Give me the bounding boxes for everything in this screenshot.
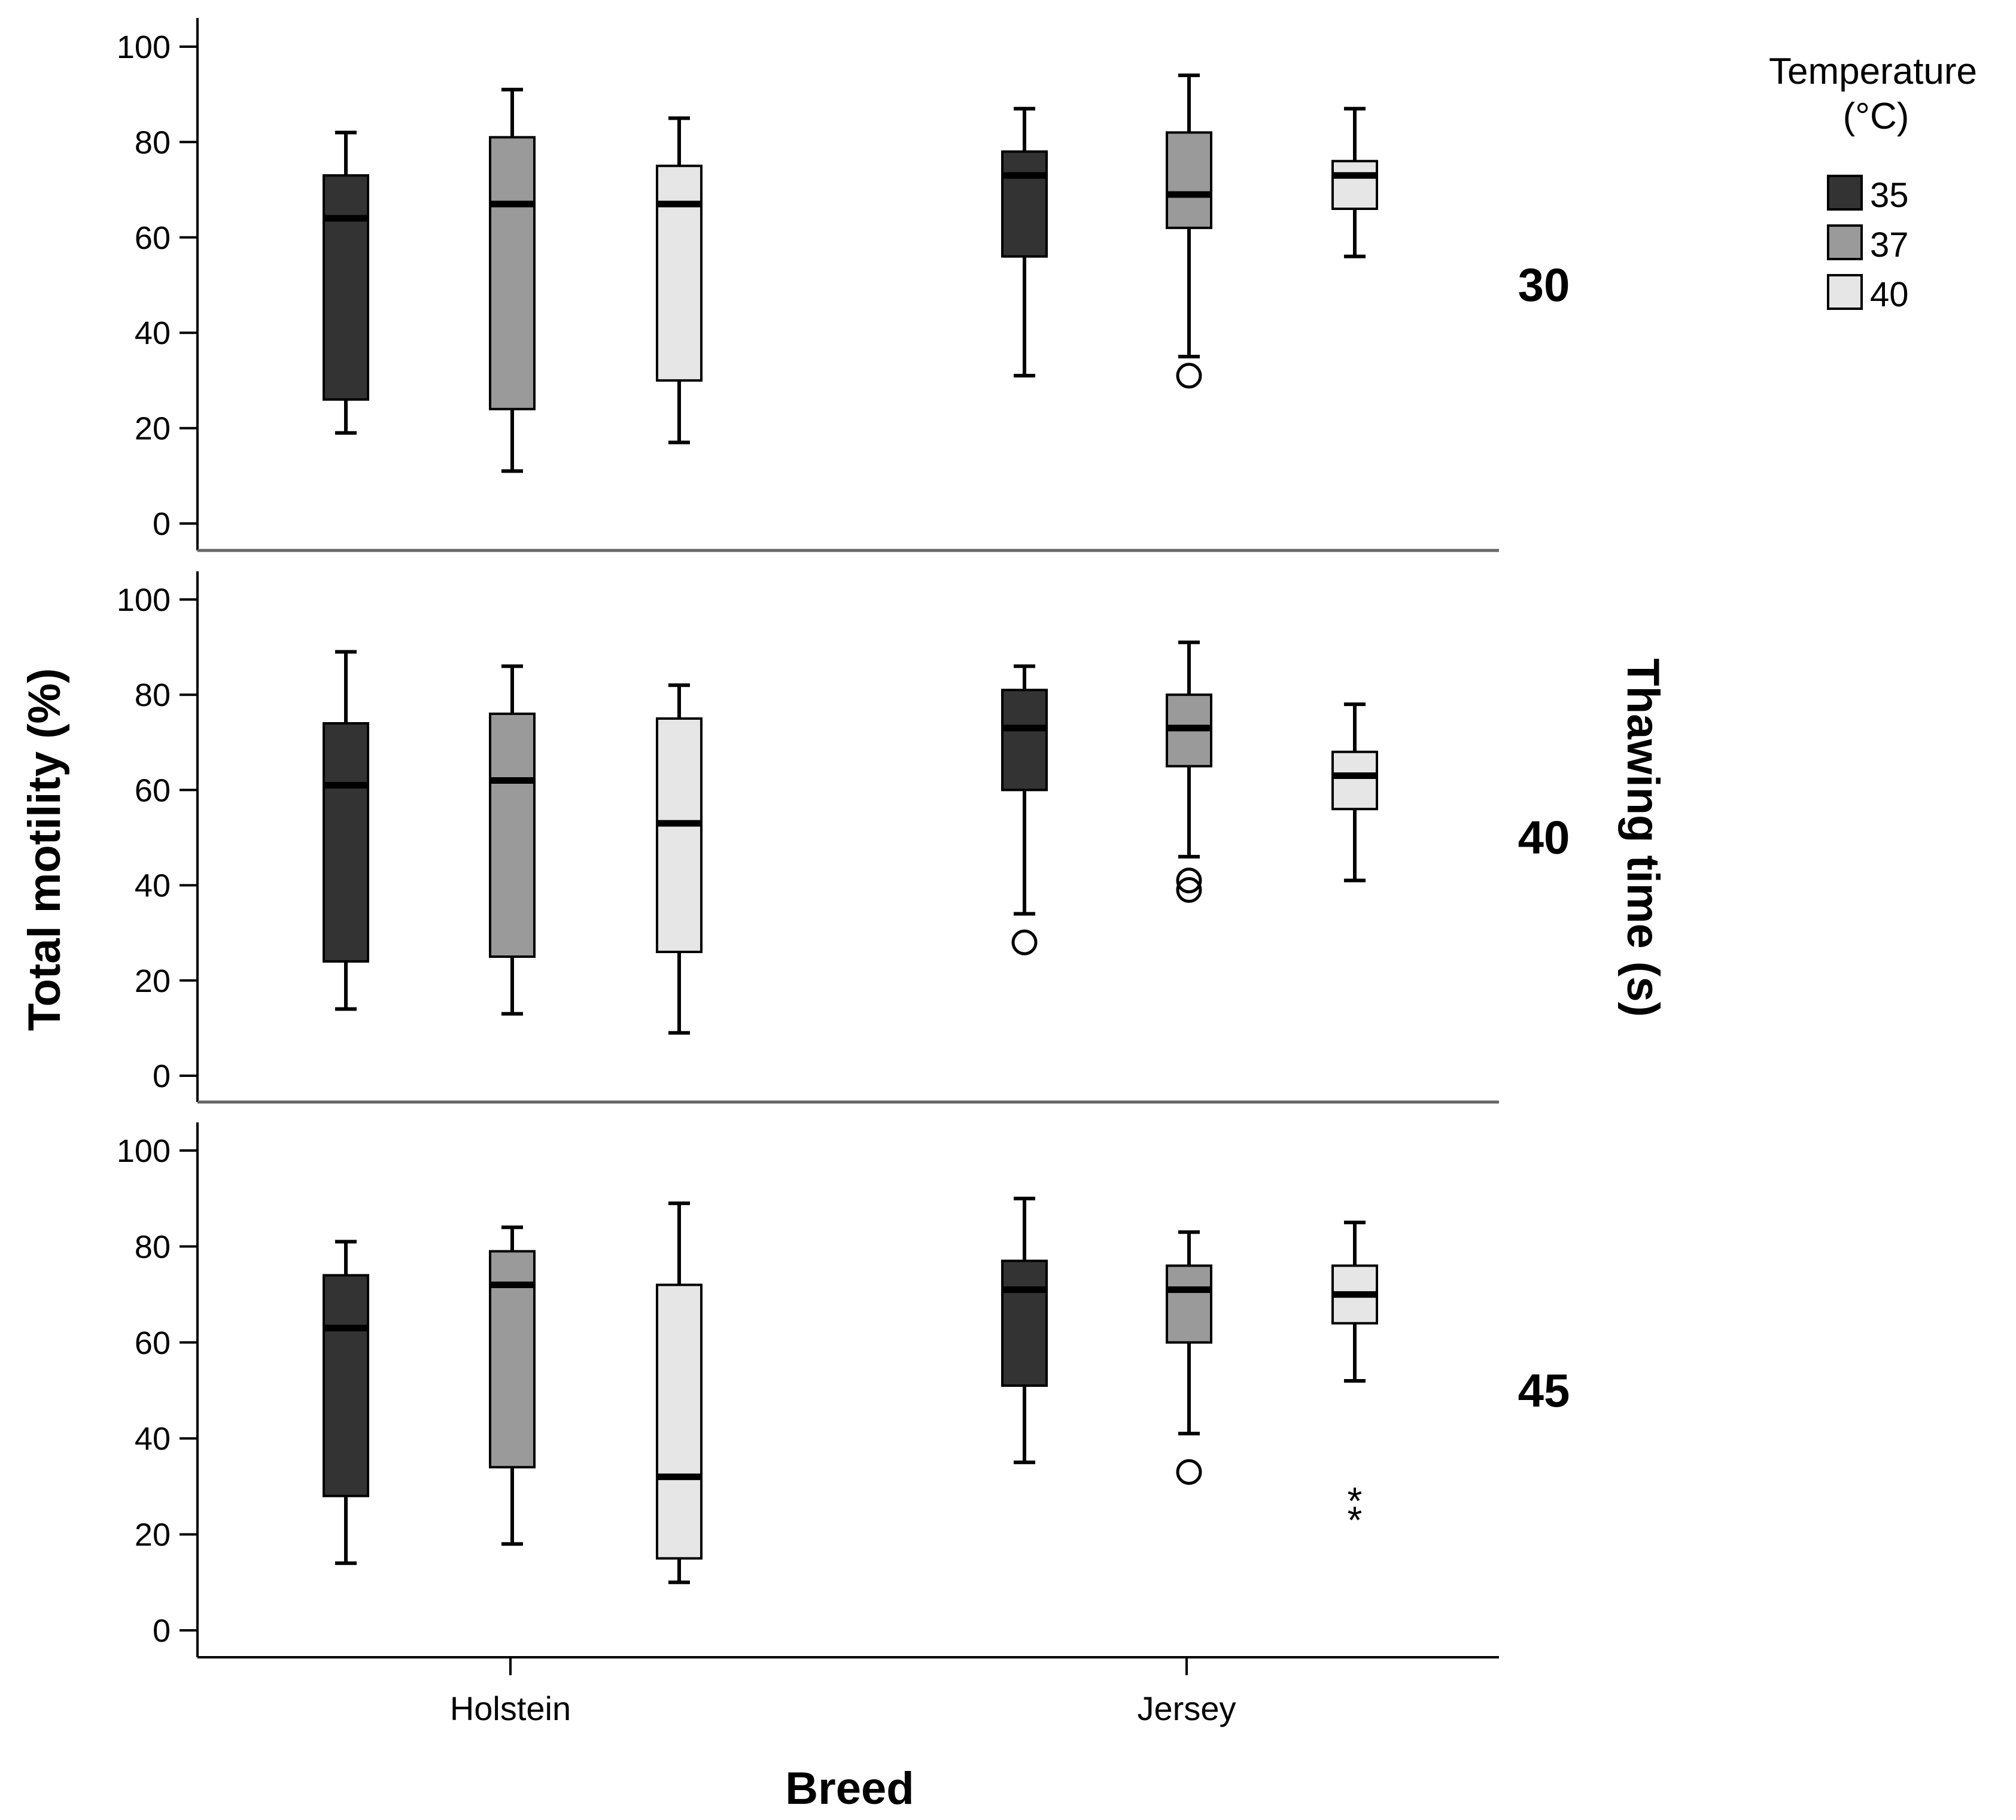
y-tick-label: 0 xyxy=(153,506,171,542)
box-jersey-40: ** xyxy=(1331,1221,1378,1542)
extreme-point: * xyxy=(1348,1479,1363,1522)
box-holstein-40 xyxy=(656,1201,703,1584)
box-iqr xyxy=(489,713,536,958)
legend-item-37: 37 xyxy=(1827,224,1909,264)
outlier-point xyxy=(1176,1459,1202,1485)
box-iqr xyxy=(1331,160,1378,210)
legend-items: 35 37 40 xyxy=(1827,175,1909,314)
y-tick-label: 40 xyxy=(135,315,171,351)
box-jersey-35 xyxy=(1001,1197,1048,1465)
box-iqr xyxy=(656,1283,703,1560)
box-jersey-37 xyxy=(1166,73,1212,389)
box-holstein-37 xyxy=(489,1225,536,1546)
legend-title-line2: (°C) xyxy=(1843,96,1909,137)
box-iqr xyxy=(323,1274,369,1498)
legend-title-line1: Temperature xyxy=(1769,51,1977,92)
box-iqr xyxy=(489,136,536,410)
y-tick-label: 80 xyxy=(135,124,171,160)
box-jersey-37 xyxy=(1166,640,1212,903)
y-tick-label: 40 xyxy=(135,1421,171,1457)
panels-layer: 0 20 40 60 80 100 30 0 20 40 60 80 100 40 0 20 40 60 80 100… xyxy=(117,18,1570,1675)
legend-label: 40 xyxy=(1870,275,1909,314)
panel-30: 0 20 40 60 80 100 30 xyxy=(117,18,1570,552)
panel-label: 30 xyxy=(1518,258,1570,311)
y-tick-label: 80 xyxy=(135,1229,171,1265)
y-tick-label: 100 xyxy=(117,29,171,65)
box-holstein-35 xyxy=(323,650,369,1011)
box-holstein-37 xyxy=(489,664,536,1016)
y-tick-label: 0 xyxy=(153,1613,171,1649)
y-tick-label: 60 xyxy=(135,772,171,808)
panel-45: 0 20 40 60 80 100 45 ** xyxy=(117,1122,1570,1675)
box-iqr xyxy=(1331,750,1378,811)
outlier-point xyxy=(1176,363,1202,389)
panel-label: 45 xyxy=(1518,1364,1570,1417)
extreme-point: * xyxy=(1348,1499,1363,1542)
y-tick-label: 60 xyxy=(135,220,171,256)
outlier-point xyxy=(1011,929,1038,955)
y-tick-label: 60 xyxy=(135,1325,171,1361)
box-iqr xyxy=(323,174,369,401)
x-axis-title: Breed xyxy=(785,1763,914,1814)
box-iqr xyxy=(1001,1259,1048,1387)
box-iqr xyxy=(1001,150,1048,258)
box-iqr xyxy=(656,165,703,382)
x-tick-label-jersey: Jersey xyxy=(1138,1690,1236,1727)
y-tick-label: 100 xyxy=(117,582,171,618)
legend-swatch xyxy=(1827,224,1863,260)
box-holstein-37 xyxy=(489,87,536,473)
box-iqr xyxy=(1001,689,1048,792)
box-holstein-35 xyxy=(323,130,369,435)
legend-item-40: 40 xyxy=(1827,274,1909,314)
y-tick-label: 0 xyxy=(153,1058,171,1094)
box-iqr xyxy=(1166,131,1212,229)
box-jersey-40 xyxy=(1331,702,1378,882)
legend-swatch xyxy=(1827,175,1863,211)
y-tick-label: 100 xyxy=(117,1133,171,1169)
legend-item-35: 35 xyxy=(1827,175,1909,215)
box-holstein-40 xyxy=(656,116,703,445)
y-tick-label: 40 xyxy=(135,868,171,904)
box-holstein-40 xyxy=(656,683,703,1035)
box-holstein-35 xyxy=(323,1240,369,1565)
box-iqr xyxy=(323,722,369,963)
outlier-point xyxy=(1176,877,1202,903)
box-jersey-35 xyxy=(1001,106,1048,378)
legend-label: 35 xyxy=(1870,176,1909,215)
y-tick-label: 20 xyxy=(135,963,171,999)
legend-swatch xyxy=(1827,274,1863,310)
panel-label: 40 xyxy=(1518,811,1570,864)
y-tick-label: 20 xyxy=(135,411,171,447)
panel-40: 0 20 40 60 80 100 40 xyxy=(117,571,1570,1104)
box-iqr xyxy=(1166,1264,1212,1344)
legend-label: 37 xyxy=(1870,226,1909,264)
box-jersey-40 xyxy=(1331,106,1378,258)
y-axis-title: Total motility (%) xyxy=(19,668,70,1031)
box-jersey-37 xyxy=(1166,1230,1212,1485)
outlier-point xyxy=(1176,868,1202,894)
y-tick-label: 20 xyxy=(135,1517,171,1553)
box-jersey-35 xyxy=(1001,664,1048,955)
y-tick-label: 80 xyxy=(135,677,171,713)
box-iqr xyxy=(656,717,703,954)
legend: Temperature (°C) 35 37 40 xyxy=(1769,51,1977,314)
facet-axis-title: Thawing time (s) xyxy=(1617,658,1668,1017)
x-tick-label-holstein: Holstein xyxy=(450,1690,571,1727)
